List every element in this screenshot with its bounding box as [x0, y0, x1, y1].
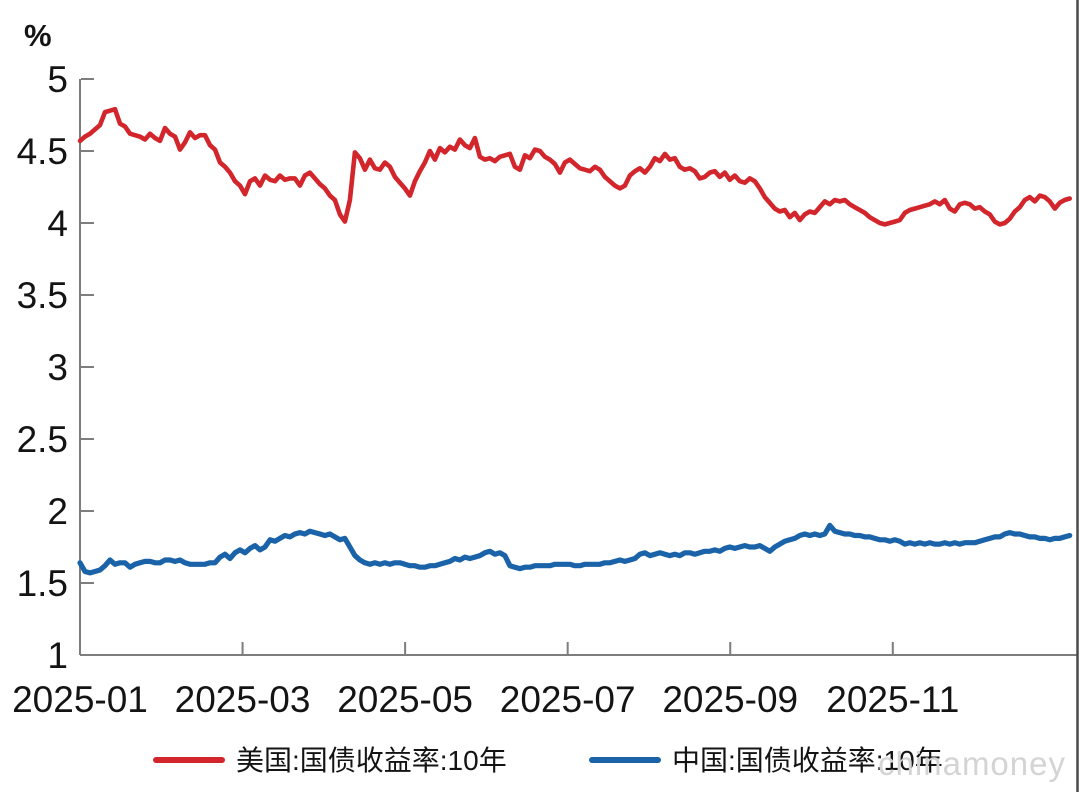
- china-10y-yield-line: [77, 522, 1073, 576]
- legend: 美国:国债收益率:10年 中国:国债收益率:10年: [153, 745, 943, 776]
- x-tick-label: 2025-01: [12, 679, 148, 720]
- y-tick-label: 1.5: [17, 563, 68, 604]
- watermark-text: chinamoney: [878, 745, 1066, 782]
- y-tick-label: 3: [47, 347, 68, 388]
- x-tick-label: 2025-05: [337, 679, 473, 720]
- x-tick-group: 2025-01 2025-03 2025-05 2025-07 2025-09 2025-…: [12, 642, 959, 720]
- y-tick-label: 1: [47, 635, 68, 676]
- us-10y-yield-line: [77, 106, 1072, 227]
- x-tick-label: 2025-03: [175, 679, 311, 720]
- y-tick-label: 4: [47, 203, 68, 244]
- y-tick-label: 2: [47, 491, 68, 532]
- x-tick-label: 2025-09: [662, 679, 798, 720]
- x-tick-label: 2025-07: [500, 679, 636, 720]
- y-axis: 5 4.5 4 3.5 3 2.5 2 1.5 1: [17, 59, 94, 676]
- y-tick-label: 4.5: [17, 131, 68, 172]
- y-tick-group: 5 4.5 4 3.5 3 2.5 2 1.5 1: [17, 59, 94, 676]
- us-legend-label: 美国:国债收益率:10年: [236, 745, 507, 776]
- y-tick-label: 2.5: [17, 419, 68, 460]
- y-axis-unit-label: %: [24, 18, 52, 53]
- x-axis: 2025-01 2025-03 2025-05 2025-07 2025-09 2025-…: [12, 642, 1078, 720]
- china-legend-label: 中国:国债收益率:10年: [672, 745, 943, 776]
- y-tick-label: 5: [47, 59, 68, 100]
- y-tick-label: 3.5: [17, 275, 68, 316]
- x-tick-label: 2025-11: [826, 679, 959, 720]
